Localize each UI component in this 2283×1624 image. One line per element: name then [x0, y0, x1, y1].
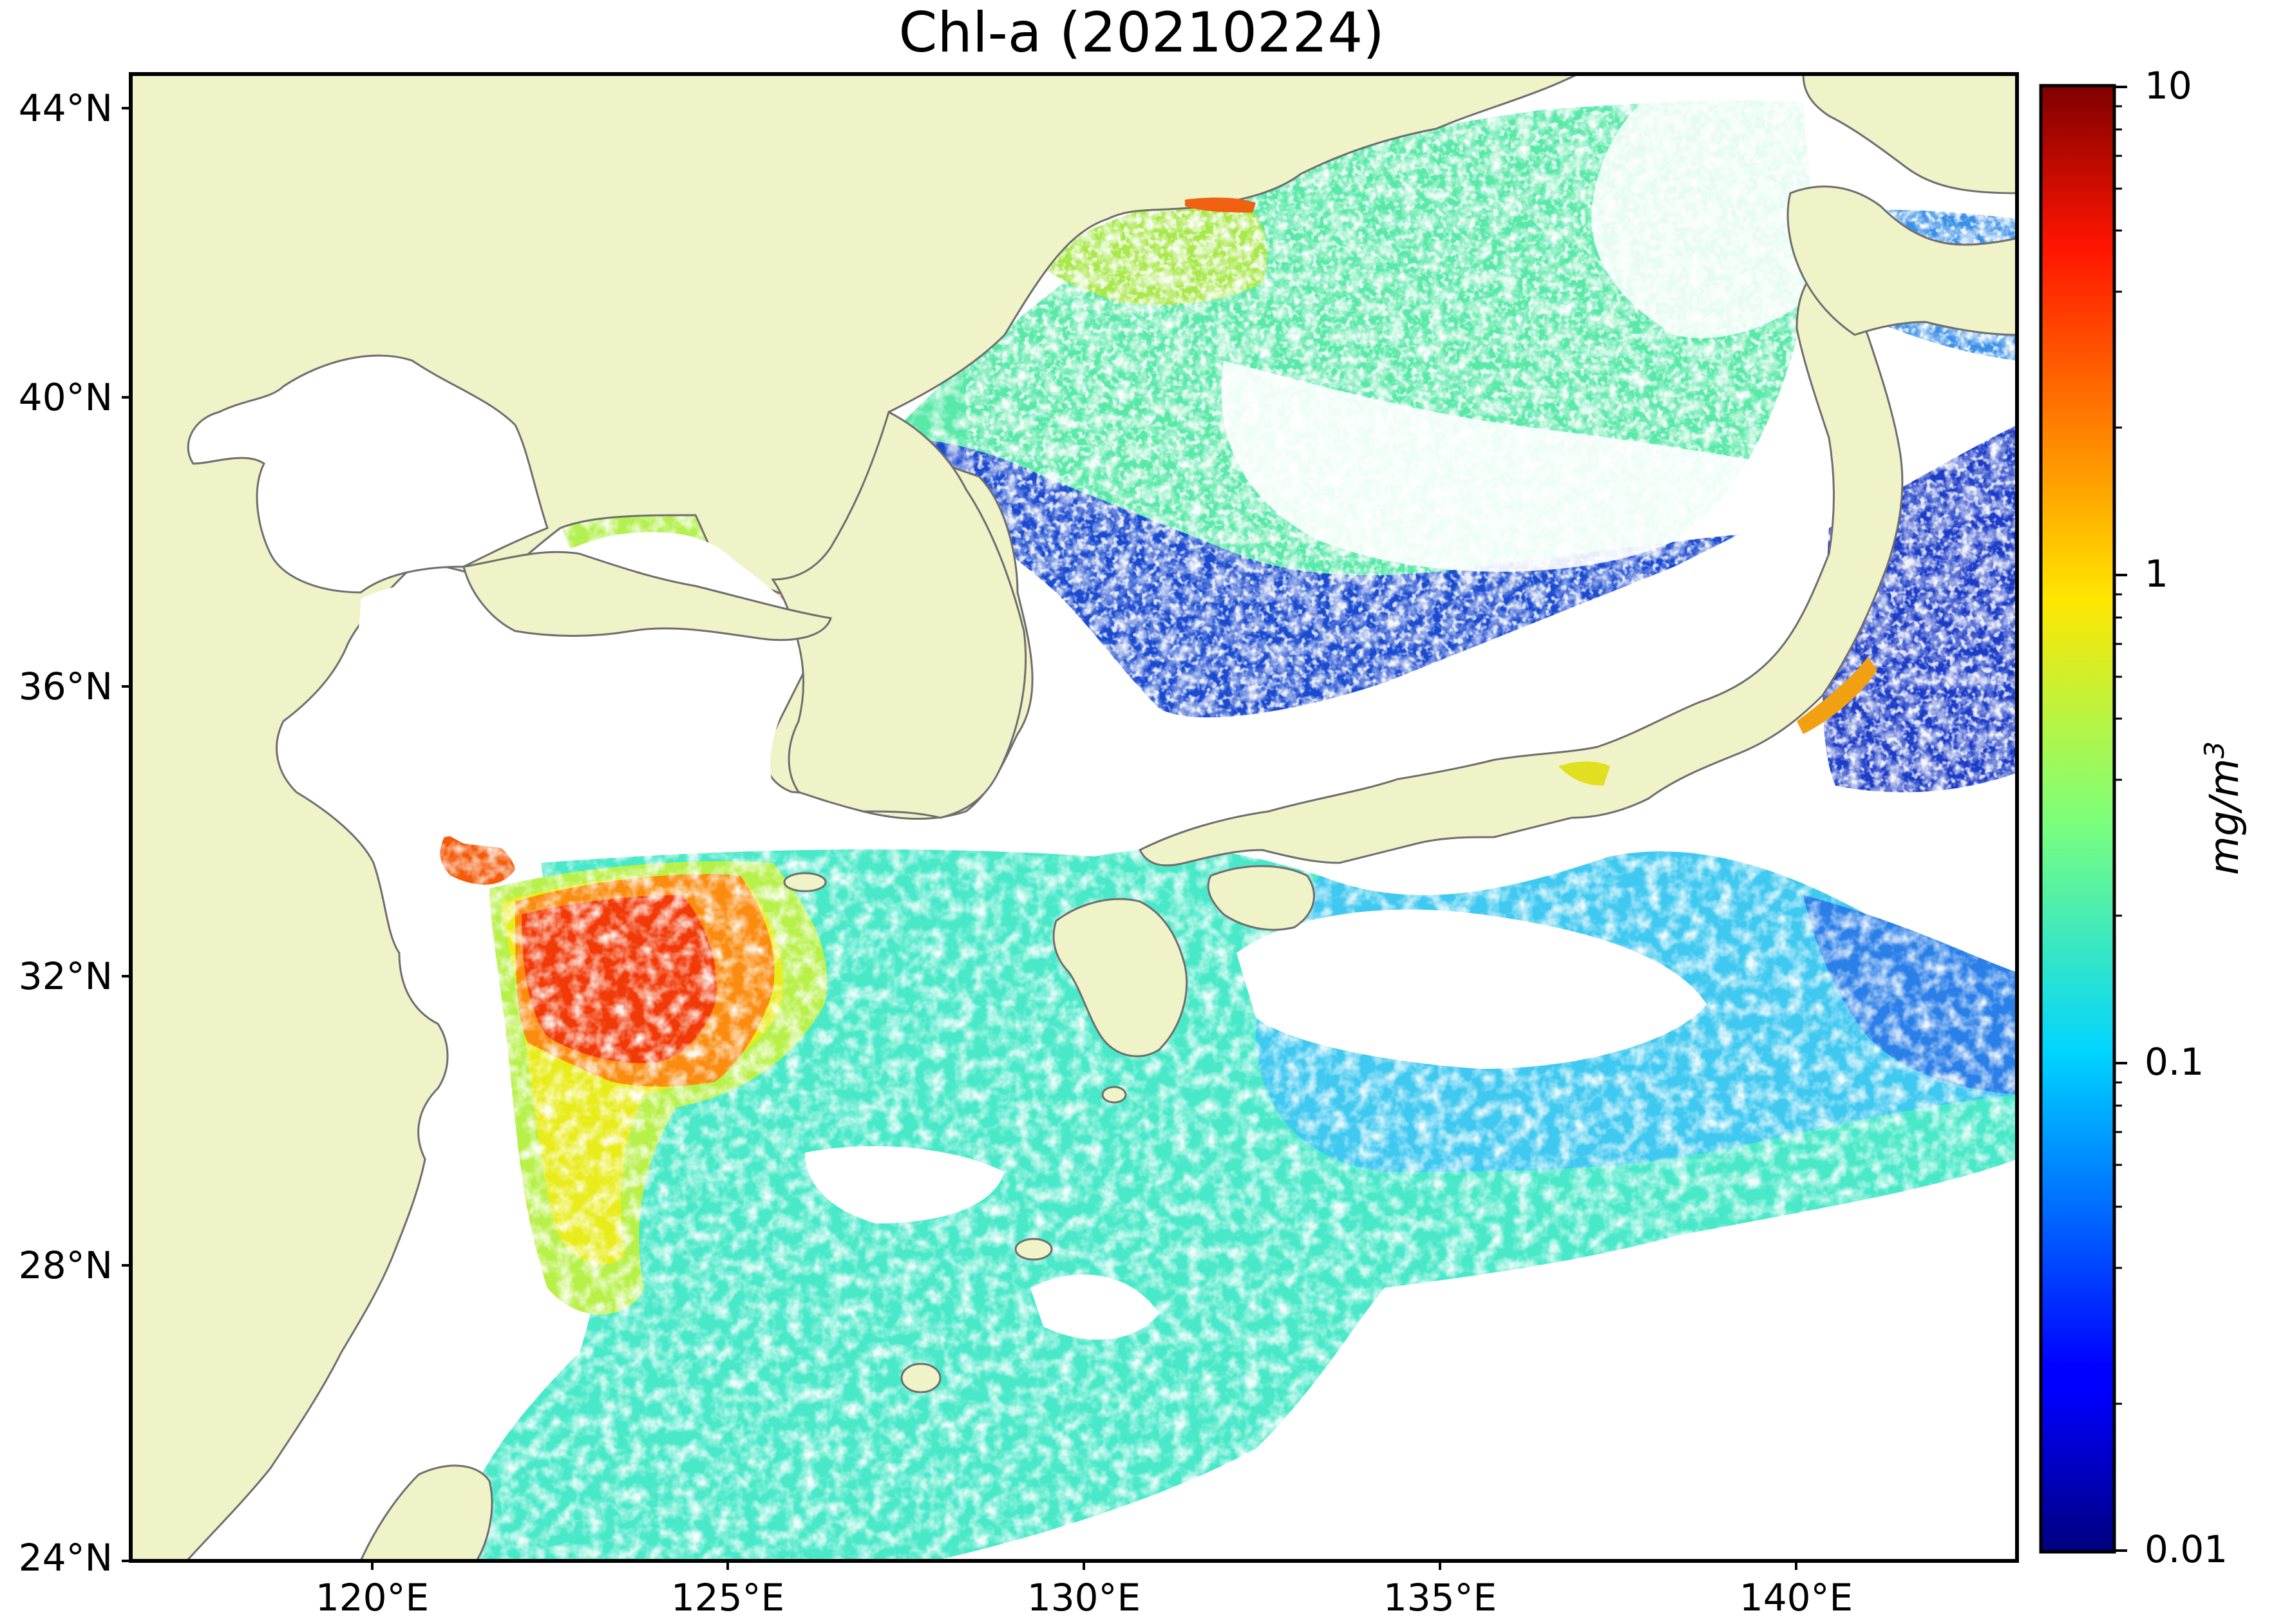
colorbar-unit-superscript: 3	[2199, 741, 2231, 759]
land-okinawa	[900, 1363, 942, 1393]
lon-label-120e: 120°E	[315, 1576, 430, 1619]
land-sakhalin	[1802, 74, 2017, 194]
colorbar-frame	[2039, 84, 2116, 1554]
cloud-gap-ecs	[805, 1146, 1005, 1223]
lon-tick-marks	[371, 1561, 1797, 1570]
lat-tick-marks	[122, 107, 131, 1562]
cloud-gap-north	[1591, 75, 1842, 339]
land-shikoku	[1207, 865, 1315, 931]
colorbar-unit-label: mg/m3	[2199, 741, 2248, 875]
colorbar-label-1: 1	[2145, 552, 2168, 596]
land-jeju	[783, 872, 827, 892]
map-frame	[129, 72, 2019, 1563]
cloud-gap-ecs-south	[1030, 1274, 1159, 1340]
water-bohai	[187, 354, 549, 594]
land-korea	[771, 410, 1027, 819]
colorbar-minor-ticks	[2114, 105, 2122, 1405]
colorbar-label-10: 10	[2145, 64, 2192, 108]
colorbar-label-0-01: 0.01	[2145, 1527, 2228, 1571]
land-amami	[1014, 1238, 1053, 1261]
cloud-gap-japan-sea	[1221, 361, 1771, 572]
lon-label-140e: 140°E	[1739, 1576, 1853, 1619]
colorbar-unit-text: mg/m	[2200, 758, 2248, 875]
lat-label-24n: 24°N	[18, 1536, 113, 1580]
land-tanegashima	[1101, 1086, 1127, 1104]
land-hokkaido	[1786, 185, 2017, 336]
land-shandong	[462, 551, 832, 641]
chl-coastal-vladivostok	[1185, 197, 1256, 212]
land-honshu	[1138, 269, 1904, 867]
map-title: Chl-a (20210224)	[898, 1, 1385, 65]
lat-label-28n: 28°N	[18, 1243, 113, 1287]
lat-label-32n: 32°N	[18, 954, 113, 998]
lon-label-125e: 125°E	[670, 1576, 785, 1619]
cloud-gap-pacific	[1236, 909, 1707, 1069]
chl-coastal-ise	[1558, 761, 1610, 786]
chl-coastal-honshu	[1797, 657, 1877, 734]
lon-label-130e: 130°E	[1027, 1576, 1141, 1619]
lon-label-135e: 135°E	[1383, 1576, 1497, 1619]
land-taiwan	[359, 1464, 493, 1561]
lat-label-36n: 36°N	[18, 665, 113, 708]
colorbar	[2041, 86, 2114, 1552]
colorbar-major-ticks	[2114, 86, 2127, 1552]
lat-label-40n: 40°N	[18, 375, 113, 419]
colorbar-label-0-1: 0.1	[2145, 1040, 2204, 1084]
lat-label-44n: 44°N	[18, 86, 113, 130]
land-kyushu	[1052, 898, 1188, 1057]
